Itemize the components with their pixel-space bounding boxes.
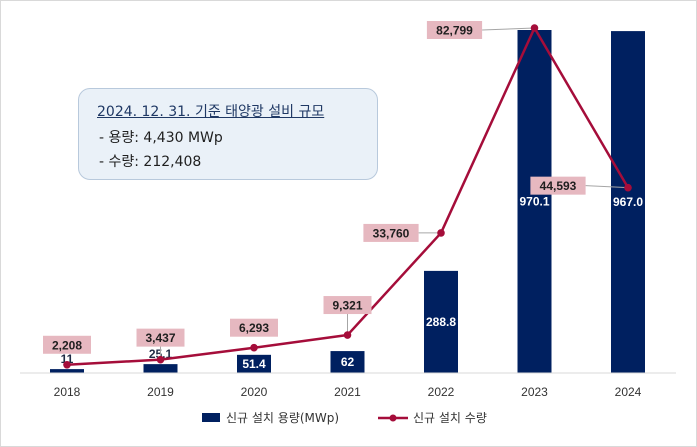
tick-label-2021: 2021 <box>334 385 361 399</box>
line-label-box-2022 <box>363 223 419 242</box>
bar-label-2023: 970.1 <box>519 195 549 209</box>
bar-label-2022: 288.8 <box>426 315 456 329</box>
line-label-2024: 44,593 <box>540 179 577 193</box>
legend-label-bar: 신규 설치 용량(MWp) <box>226 411 339 425</box>
line-point-2019 <box>156 355 165 364</box>
bar-2022 <box>424 270 458 373</box>
tick-label-2018: 2018 <box>54 385 81 399</box>
line-point-2022 <box>437 229 445 237</box>
legend-swatch-bar <box>202 413 220 422</box>
tick-label-2019: 2019 <box>147 385 174 399</box>
tick-label-2024: 2024 <box>615 385 642 399</box>
line-label-2023: 82,799 <box>436 24 473 38</box>
line-series: 2,208 3,437 6,293 9,321 33,760 82,799 44,593 <box>43 21 632 369</box>
line-label-2018: 2,208 <box>52 338 82 352</box>
bar-series <box>50 30 645 374</box>
summary-capacity: - 용량: 4,430 MWp <box>99 130 223 146</box>
bar-label-2024: 967.0 <box>613 195 643 209</box>
tick-label-2022: 2022 <box>428 385 455 399</box>
x-axis-ticks: 2018 2019 2020 2021 2022 2023 2024 <box>54 385 642 399</box>
line-label-box-2018 <box>43 335 91 354</box>
line-label-box-2023 <box>426 21 483 39</box>
line-label-box-2021 <box>323 296 372 315</box>
legend-swatch-marker <box>389 414 397 422</box>
line-point-2023 <box>530 24 539 32</box>
bar-2023 <box>517 30 552 373</box>
line-point-2021 <box>343 331 352 339</box>
legend: 신규 설치 용량(MWp) 신규 설치 수량 <box>202 411 487 425</box>
summary-box: 2024. 12. 31. 기준 태양광 설비 규모 - 용량: 4,430 M… <box>78 88 378 180</box>
bar-label-2021: 62 <box>341 355 355 369</box>
line-label-box-2024 <box>530 176 586 195</box>
line-point-2020 <box>250 343 258 352</box>
bar-2024 <box>611 31 645 374</box>
bar-2018 <box>50 369 84 373</box>
line-label-leader-2023 <box>482 27 535 31</box>
line-label-2020: 6,293 <box>239 321 269 335</box>
line-label-2022: 33,760 <box>373 226 410 240</box>
line-point-2024 <box>624 183 632 192</box>
legend-label-line: 신규 설치 수량 <box>413 411 487 425</box>
line-point-2018 <box>63 360 71 369</box>
line-label-box-2020 <box>230 318 278 337</box>
line-label-leader-2024 <box>585 185 629 189</box>
bar-label-2020: 51.4 <box>242 357 266 371</box>
line-label-box-2019 <box>136 328 185 347</box>
summary-title: 2024. 12. 31. 기준 태양광 설비 규모 <box>97 104 325 120</box>
summary-count: - 수량: 212,408 <box>99 154 202 170</box>
bar-2020 <box>237 354 271 373</box>
bar-2021 <box>330 351 365 373</box>
line-label-2019: 3,437 <box>145 331 175 345</box>
tick-label-2020: 2020 <box>241 385 268 399</box>
tick-label-2023: 2023 <box>521 385 548 399</box>
bar-2019 <box>143 364 178 373</box>
line-label-2021: 9,321 <box>332 299 362 313</box>
